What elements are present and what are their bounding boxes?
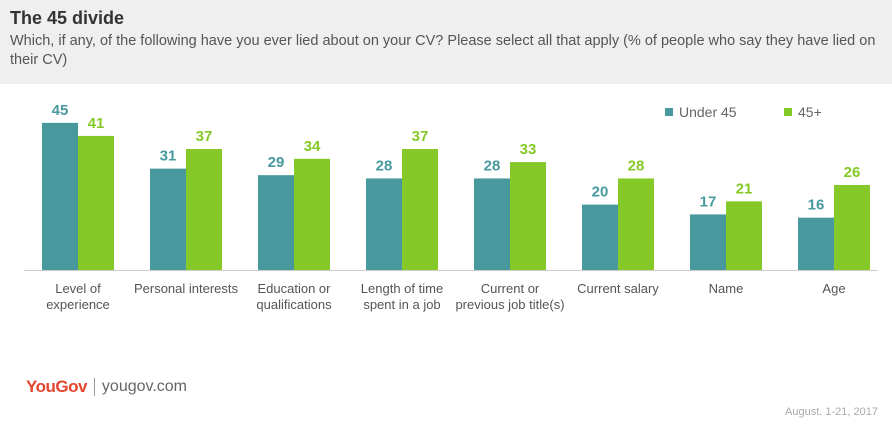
chart-title: The 45 divide [10, 8, 125, 28]
bar-45-plus-6 [726, 201, 762, 270]
chart-header: The 45 divide Which, if any, of the foll… [0, 0, 892, 84]
bar-45-plus-1 [186, 149, 222, 270]
yougov-logo: YouGov [26, 377, 87, 396]
bar-under-45-6 [690, 214, 726, 270]
value-label-under-45-2: 29 [268, 154, 285, 171]
bar-under-45-3 [366, 178, 402, 270]
bar-under-45-4 [474, 178, 510, 270]
value-label-under-45-7: 16 [808, 197, 825, 214]
value-label-45-plus-5: 28 [628, 157, 645, 174]
category-label-7: Age [822, 281, 846, 296]
value-label-under-45-0: 45 [52, 102, 69, 119]
bar-under-45-7 [798, 217, 834, 270]
bar-under-45-5 [582, 204, 618, 270]
value-label-under-45-6: 17 [700, 193, 717, 210]
bar-chart: 45 41 31 37 29 34 28 37 28 33 20 28 17 21 16 26 [24, 102, 878, 271]
category-label-5: Current salary [577, 281, 659, 296]
legend-label-under-45: Under 45 [679, 104, 737, 120]
site-url: yougov.com [101, 378, 187, 395]
value-label-45-plus-3: 37 [412, 128, 429, 145]
bar-45-plus-7 [834, 184, 870, 270]
value-label-under-45-4: 28 [484, 157, 501, 174]
value-label-45-plus-0: 41 [88, 115, 105, 132]
bar-45-plus-4 [510, 162, 546, 270]
bar-45-plus-3 [402, 149, 438, 270]
category-label-1: Personal interests [133, 281, 239, 296]
legend-item-45-plus: 45+ [784, 104, 822, 120]
bar-under-45-2 [258, 175, 294, 270]
category-label-0: Level of experience [46, 281, 110, 312]
value-label-45-plus-1: 37 [196, 128, 213, 145]
value-label-under-45-5: 20 [592, 184, 609, 201]
bar-45-plus-2 [294, 158, 330, 270]
bar-45-plus-0 [78, 135, 114, 270]
legend-label-45-plus: 45+ [798, 104, 822, 120]
category-label-6: Name [708, 281, 744, 296]
value-label-45-plus-6: 21 [736, 180, 753, 197]
category-label-3: Length of time spent in a job [360, 281, 444, 312]
value-label-under-45-3: 28 [376, 157, 393, 174]
bar-45-plus-5 [618, 178, 654, 270]
brand-divider [93, 378, 95, 396]
value-label-45-plus-7: 26 [844, 164, 861, 181]
value-label-45-plus-4: 33 [520, 141, 537, 158]
brand: YouGov yougov.com [26, 377, 187, 397]
legend-item-under-45: Under 45 [665, 104, 737, 120]
value-label-45-plus-2: 34 [304, 138, 321, 155]
bar-under-45-1 [150, 168, 186, 270]
bar-under-45-0 [42, 122, 78, 270]
category-label-4: Current or previous job title(s) [455, 281, 565, 312]
chart-subtitle: Which, if any, of the following have you… [10, 33, 876, 68]
legend-swatch-45-plus [784, 108, 792, 116]
category-label-2: Education or qualifications [256, 281, 332, 312]
survey-date: August. 1-21, 2017 [785, 406, 878, 418]
legend-swatch-under-45 [665, 108, 673, 116]
value-label-under-45-1: 31 [160, 148, 177, 165]
